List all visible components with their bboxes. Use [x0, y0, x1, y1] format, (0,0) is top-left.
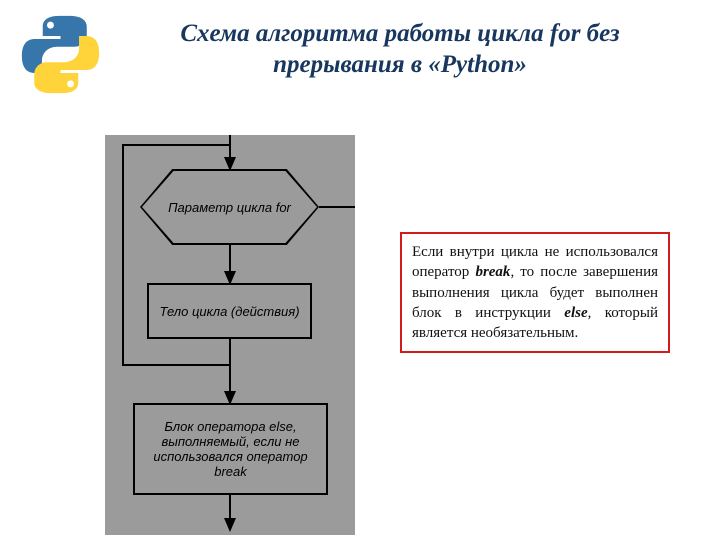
flowchart-node-else: Блок оператора else, выполняемый, если н…	[133, 403, 328, 495]
flowchart-node-body: Тело цикла (действия)	[147, 283, 312, 339]
flowchart-diagram: Параметр цикла for Тело цикла (действия)…	[105, 135, 355, 535]
else-label: Блок оператора else, выполняемый, если н…	[141, 419, 320, 479]
note-box: Если внутри цикла не использовался опера…	[400, 232, 670, 353]
python-logo-icon	[18, 12, 103, 102]
flowchart-node-parameter: Параметр цикла for	[142, 171, 317, 243]
note-em-break: break	[475, 264, 510, 280]
body-label: Тело цикла (действия)	[159, 304, 299, 319]
note-em-else: else	[564, 305, 587, 321]
page-title: Схема алгоритма работы цикла for без пре…	[120, 18, 680, 81]
hex-label: Параметр цикла for	[168, 200, 291, 215]
